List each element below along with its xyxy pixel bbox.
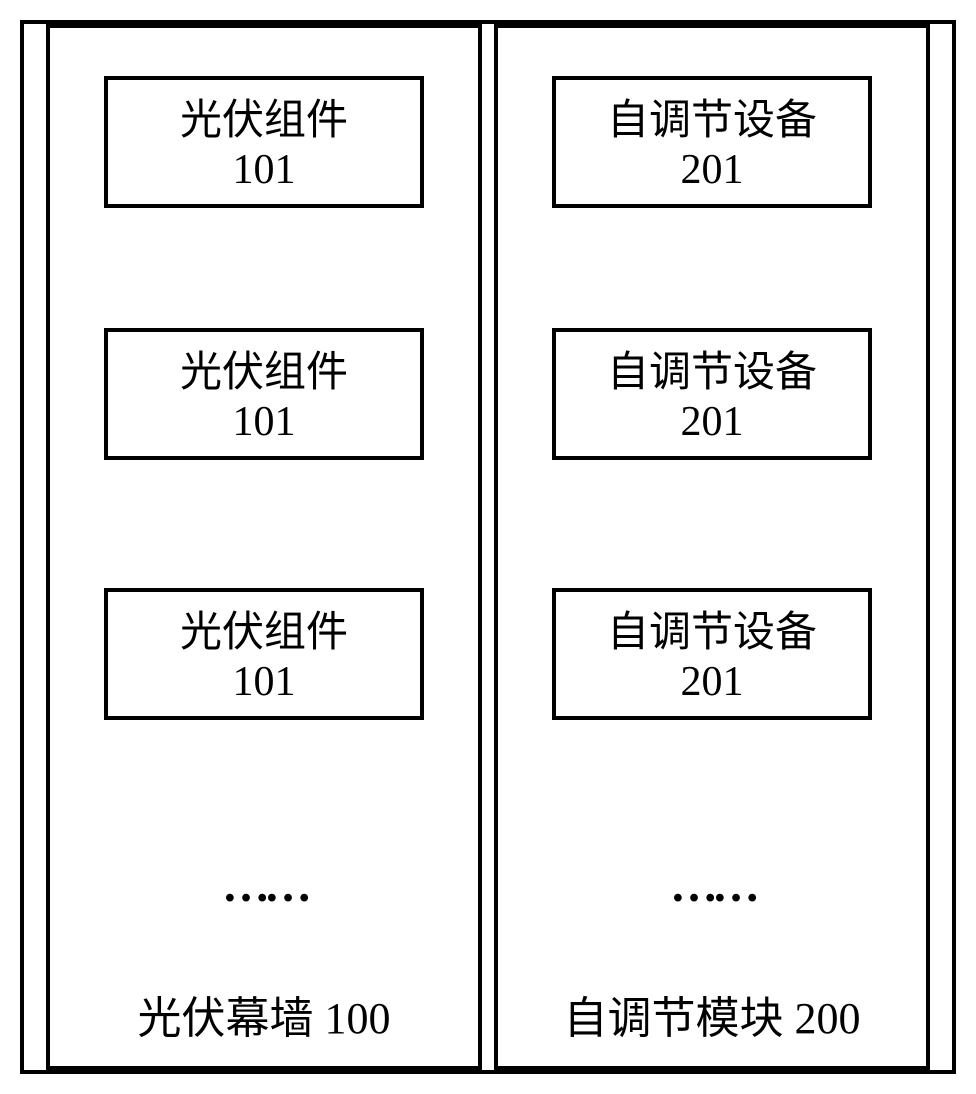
right-box-2-number: 201 [564,658,860,706]
right-box-2-label: 自调节设备 [564,610,860,656]
right-caption-label: 自调节模块 [564,994,784,1043]
left-ellipsis: …… [222,858,306,913]
left-box-2: 光伏组件 101 [104,588,424,720]
panel-left: 光伏组件 101 光伏组件 101 光伏组件 101 …… 光伏幕墙 100 [46,24,482,1070]
right-ellipsis: …… [670,858,754,913]
right-box-1: 自调节设备 201 [552,328,872,460]
left-box-2-label: 光伏组件 [116,610,412,656]
diagram-outer-frame: 光伏组件 101 光伏组件 101 光伏组件 101 …… 光伏幕墙 100 自… [20,20,956,1074]
left-caption-number: 100 [325,994,391,1043]
panel-right: 自调节设备 201 自调节设备 201 自调节设备 201 …… 自调节模块 2… [494,24,930,1070]
left-box-1-number: 101 [116,398,412,446]
left-box-0-label: 光伏组件 [116,98,412,144]
right-box-2: 自调节设备 201 [552,588,872,720]
left-box-0-number: 101 [116,146,412,194]
left-box-0: 光伏组件 101 [104,76,424,208]
right-box-0-number: 201 [564,146,860,194]
right-box-0-label: 自调节设备 [564,98,860,144]
left-box-1: 光伏组件 101 [104,328,424,460]
right-panel-caption: 自调节模块 200 [498,982,926,1046]
right-box-0: 自调节设备 201 [552,76,872,208]
right-caption-number: 200 [795,994,861,1043]
right-box-1-number: 201 [564,398,860,446]
left-box-2-number: 101 [116,658,412,706]
right-box-1-label: 自调节设备 [564,350,860,396]
left-box-1-label: 光伏组件 [116,350,412,396]
left-caption-label: 光伏幕墙 [138,994,314,1043]
left-panel-caption: 光伏幕墙 100 [50,982,478,1046]
